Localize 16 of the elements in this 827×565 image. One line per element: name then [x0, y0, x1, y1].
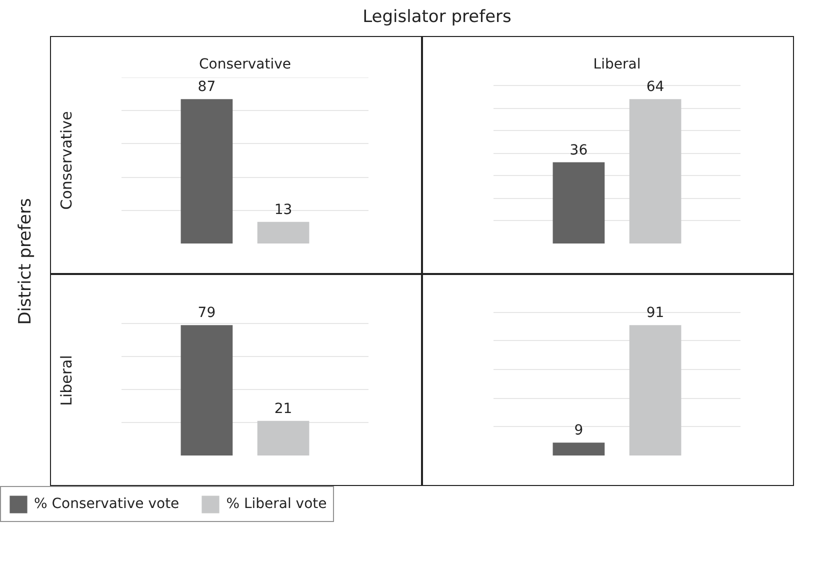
data-label: 87: [198, 79, 216, 96]
data-label: 21: [274, 400, 292, 417]
legend-label: % Liberal vote: [226, 496, 327, 512]
y-axis-title: Liberal: [58, 355, 76, 406]
text: District prefers: [16, 198, 36, 325]
data-label: 64: [646, 79, 664, 96]
chart-title: Liberal: [593, 56, 641, 72]
data-label: 91: [646, 305, 664, 322]
text: Legislator prefers: [362, 6, 512, 29]
data-label: 36: [570, 142, 588, 158]
data-label: 13: [274, 202, 292, 218]
data-label: 9: [574, 422, 584, 439]
legend-label: % Conservative vote: [34, 496, 180, 512]
chart-title: Conservative: [198, 56, 292, 72]
data-label: 79: [198, 305, 216, 322]
y-axis-title: Conservative: [58, 111, 76, 210]
